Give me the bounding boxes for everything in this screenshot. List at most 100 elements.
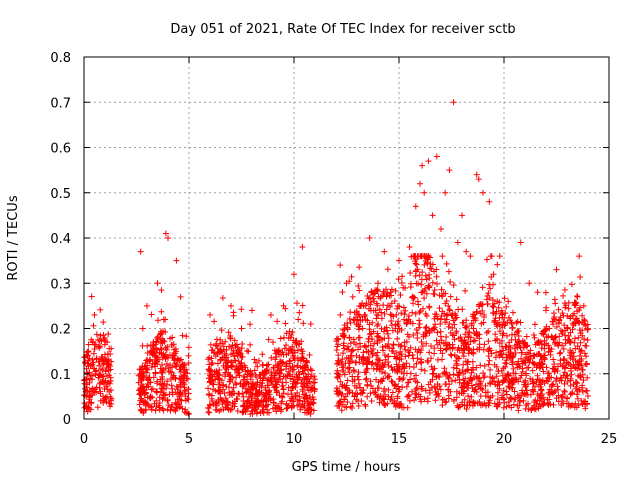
noise-point (452, 310, 459, 317)
noise-point (340, 333, 347, 340)
noise-point (209, 347, 216, 354)
noise-point (512, 396, 519, 403)
noise-point (496, 299, 503, 306)
noise-point (487, 347, 494, 354)
noise-point (249, 410, 256, 417)
noise-point (356, 264, 363, 271)
noise-point (351, 393, 358, 400)
noise-point (363, 375, 370, 382)
data-point (104, 339, 111, 346)
noise-point (217, 356, 224, 363)
noise-point (341, 345, 348, 352)
noise-point (439, 308, 446, 315)
noise-point (158, 350, 165, 357)
noise-point (508, 404, 515, 411)
noise-point (484, 389, 491, 396)
noise-point (232, 357, 239, 364)
noise-point (496, 385, 503, 392)
noise-point (571, 364, 578, 371)
noise-point (562, 302, 569, 309)
noise-point (355, 346, 362, 353)
noise-point (569, 390, 576, 397)
noise-point (348, 273, 355, 280)
noise-point (376, 306, 383, 313)
noise-point (414, 385, 421, 392)
noise-point (248, 393, 255, 400)
noise-point (384, 266, 391, 273)
data-point (87, 375, 94, 382)
noise-point (394, 335, 401, 342)
noise-point (480, 370, 487, 377)
noise-point (233, 374, 240, 381)
noise-point (212, 376, 219, 383)
noise-point (485, 328, 492, 335)
data-point (358, 302, 365, 309)
noise-point (442, 399, 449, 406)
noise-point (341, 371, 348, 378)
x-axis-label: GPS time / hours (292, 460, 401, 475)
noise-point (101, 386, 108, 393)
noise-point (554, 383, 561, 390)
noise-point (447, 388, 454, 395)
noise-point (346, 315, 353, 322)
noise-point (356, 287, 363, 294)
noise-point (151, 352, 158, 359)
noise-point (228, 406, 235, 413)
noise-point (432, 397, 439, 404)
noise-point (394, 395, 401, 402)
noise-point (445, 375, 452, 382)
noise-point (397, 291, 404, 298)
noise-point (227, 334, 234, 341)
noise-point (253, 373, 260, 380)
noise-point (308, 373, 315, 380)
noise-point (375, 365, 382, 372)
noise-point (500, 395, 507, 402)
noise-point (571, 302, 578, 309)
noise-point (340, 327, 347, 334)
data-point (375, 280, 381, 287)
noise-point (299, 377, 306, 384)
data-point (480, 189, 486, 196)
noise-point (347, 340, 354, 347)
noise-point (385, 359, 392, 366)
noise-point (301, 363, 308, 370)
noise-point (306, 394, 313, 401)
noise-point (501, 295, 508, 302)
noise-point (534, 372, 541, 379)
noise-point (524, 349, 531, 356)
noise-point (530, 360, 537, 367)
noise-point (87, 400, 94, 407)
noise-point (496, 340, 503, 347)
noise-point (307, 387, 314, 394)
noise-point (265, 336, 272, 343)
noise-point (280, 386, 287, 393)
data-point (564, 325, 570, 332)
noise-point (478, 385, 485, 392)
noise-point (576, 352, 583, 359)
noise-point (300, 320, 307, 327)
noise-point (494, 389, 501, 396)
noise-point (279, 349, 286, 356)
data-point (207, 311, 213, 318)
noise-point (422, 310, 429, 317)
data-point (160, 316, 167, 323)
noise-point (556, 319, 563, 326)
noise-point (185, 352, 192, 359)
noise-point (373, 352, 380, 359)
noise-point (407, 269, 414, 276)
noise-point (455, 369, 462, 376)
noise-point (501, 322, 508, 329)
noise-point (431, 324, 438, 331)
noise-point (418, 359, 425, 366)
noise-point (349, 400, 356, 407)
noise-point (551, 361, 558, 368)
noise-point (470, 338, 477, 345)
noise-point (383, 293, 390, 300)
noise-point (446, 381, 453, 388)
noise-point (564, 378, 571, 385)
noise-point (493, 308, 500, 315)
noise-point (469, 385, 476, 392)
x-tick-label: 20 (496, 432, 513, 447)
noise-point (437, 386, 444, 393)
noise-point (161, 380, 168, 387)
